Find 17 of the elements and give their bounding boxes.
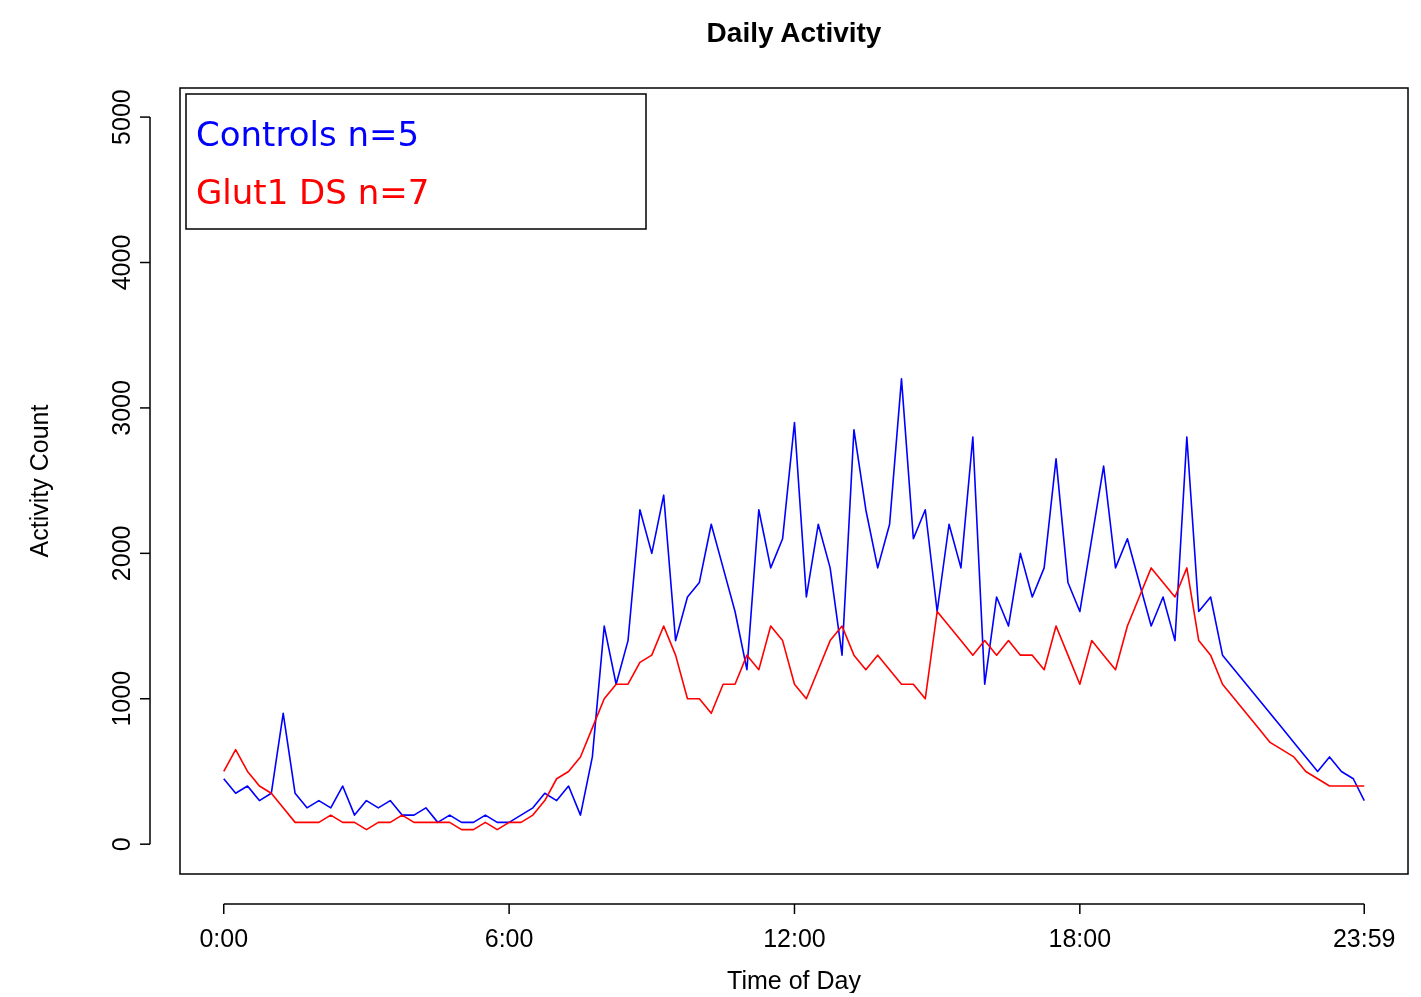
y-tick-label: 0 xyxy=(107,837,135,852)
y-tick-label: 3000 xyxy=(107,380,135,436)
y-axis-title: Activity Count xyxy=(25,404,53,558)
y-tick-label: 5000 xyxy=(107,89,135,145)
x-tick-label: 12:00 xyxy=(763,924,826,952)
text: Controls n=5 xyxy=(196,114,420,154)
y-tick-label: 2000 xyxy=(107,525,135,582)
x-tick-label: 0:00 xyxy=(199,924,249,952)
x-tick-label: 23:59 xyxy=(1332,924,1396,952)
x-tick-label: 18:00 xyxy=(1048,924,1112,952)
chart-title: Daily Activity xyxy=(706,17,882,48)
y-tick-label: 4000 xyxy=(107,234,135,291)
text: Glut1 DS n=7 xyxy=(196,172,430,212)
line-series xyxy=(222,378,1366,824)
y-tick-label: 1000 xyxy=(107,670,135,727)
line-series xyxy=(222,567,1366,831)
x-tick-label: 6:00 xyxy=(484,924,534,952)
